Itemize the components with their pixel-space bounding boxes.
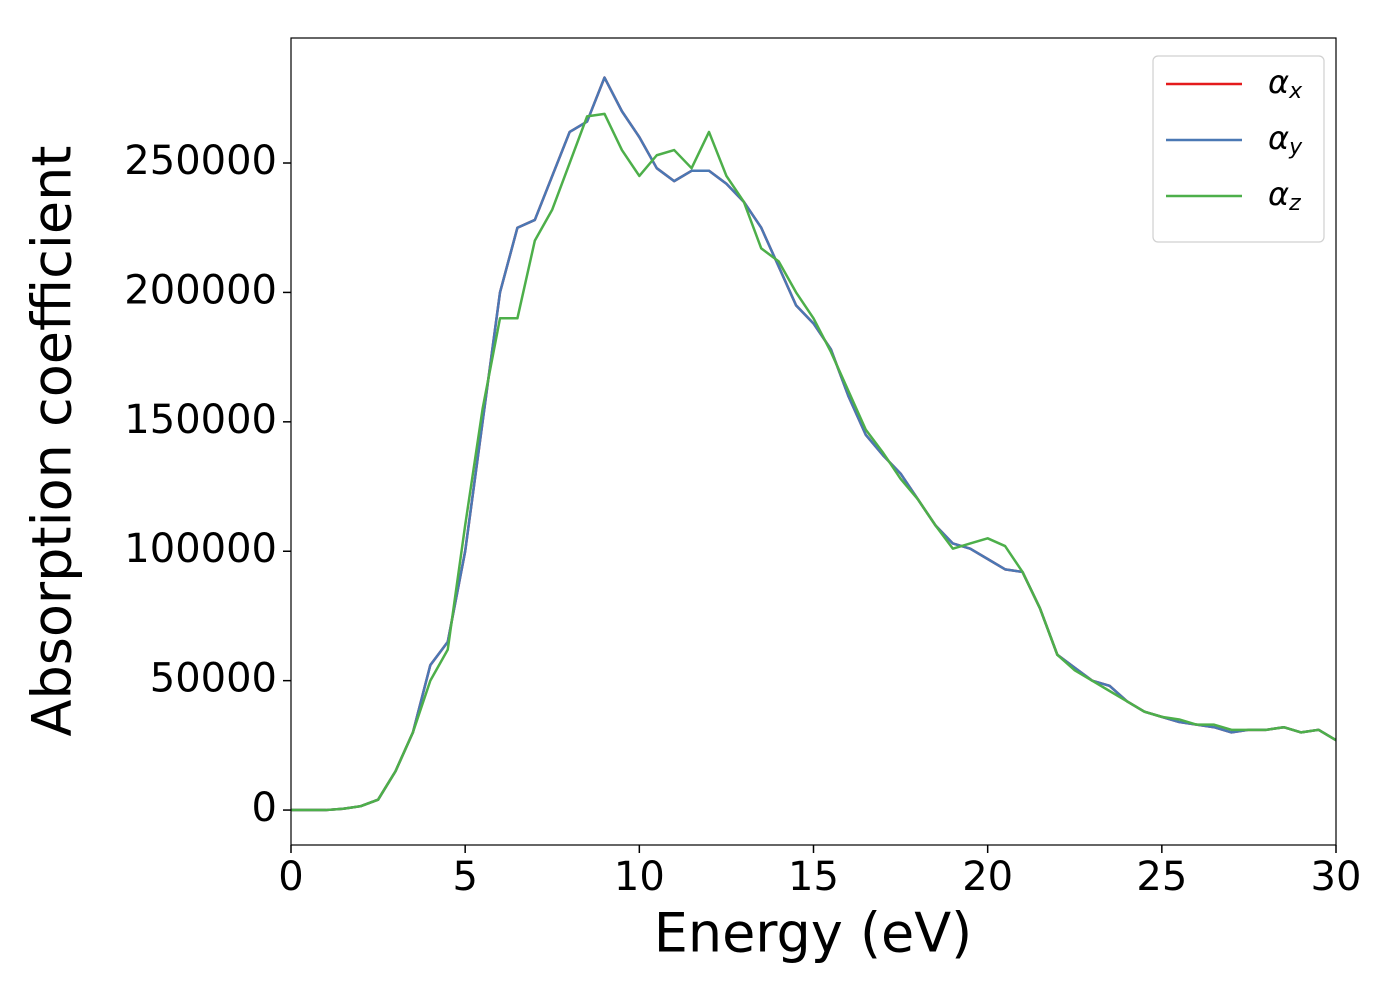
data-line (291, 112, 1336, 812)
x-tick-label: 5 (452, 854, 477, 900)
x-tick-label: 10 (614, 854, 665, 900)
plot-frame (290, 37, 1337, 846)
legend-label: αx (1268, 63, 1303, 104)
y-tick-label: 50000 (150, 656, 277, 702)
y-tick-label: 0 (252, 785, 277, 831)
x-axis-label: Energy (eV) (654, 902, 973, 965)
y-tick-label: 200000 (124, 267, 277, 313)
y-tick-label: 150000 (124, 397, 277, 443)
legend-label: αz (1268, 175, 1301, 216)
x-tick-label: 25 (1136, 854, 1187, 900)
y-axis-label: Absorption coefficient (21, 146, 84, 737)
x-tick-label: 20 (962, 854, 1013, 900)
x-tick-label: 15 (788, 854, 839, 900)
y-tick-label: 100000 (124, 526, 277, 572)
x-tick-label: 30 (1311, 854, 1362, 900)
x-tick-label: 0 (278, 854, 303, 900)
legend-label: αy (1268, 119, 1303, 160)
y-tick-label: 250000 (124, 138, 277, 184)
